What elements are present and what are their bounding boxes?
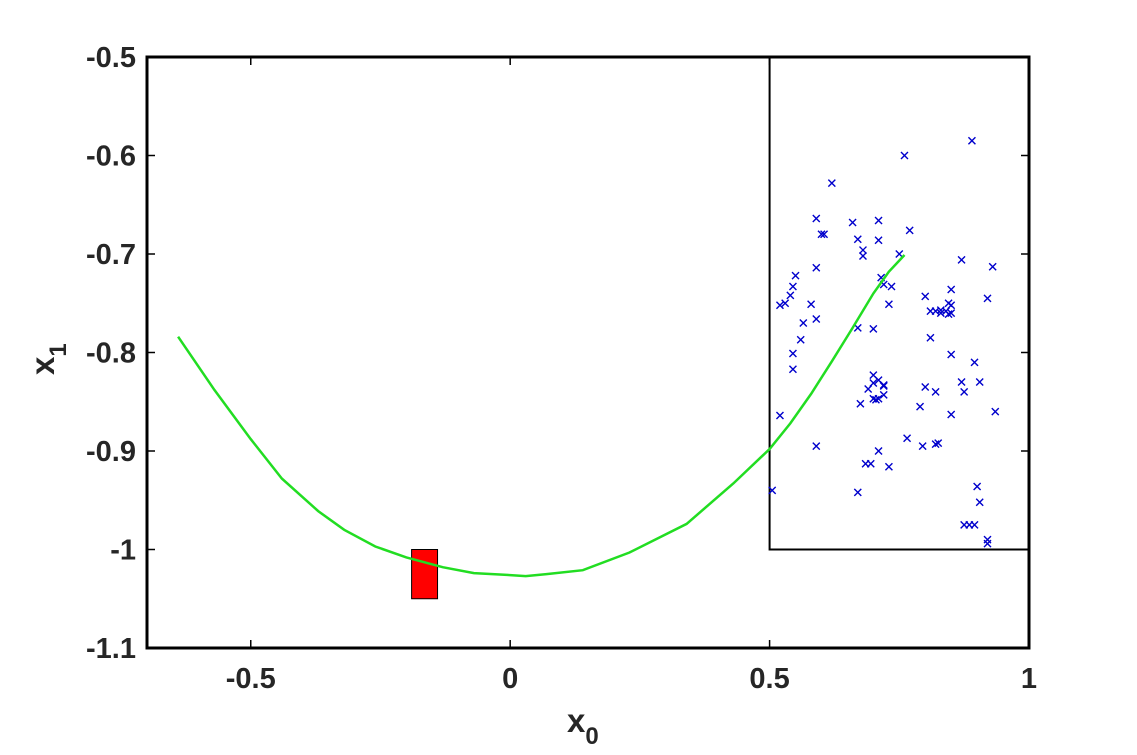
scatter-point [848,218,857,227]
scatter-point [861,459,870,468]
x-ticks: -0.5 0 0.5 1 [226,57,1037,695]
scatter-point [947,410,956,419]
scatter-point [975,378,984,387]
scatter-point [887,282,896,291]
target-box-layer [411,549,439,600]
y-tick-label: -0.9 [86,436,136,468]
scatter-point [799,318,808,327]
scatter-point [944,310,953,319]
scatter-point [936,309,945,318]
scatter-point [926,333,935,342]
x-axis-label-base: x [567,702,586,739]
scatter-point [781,299,790,308]
scatter-points [768,136,1000,548]
x-tick-label: 0 [502,663,518,695]
scatter-point [864,384,873,393]
x-tick-label: -0.5 [226,663,276,695]
scatter-point [858,251,867,260]
scatter-point [957,378,966,387]
scatter-point [967,136,976,145]
scatter-point [918,442,927,451]
scatter-point [947,285,956,294]
y-axis-label: x1 [24,343,72,375]
scatter-point [812,442,821,451]
trajectory-curve [177,254,906,578]
scatter-point [858,246,867,255]
y-tick-label: -0.6 [86,141,136,173]
scatter-point [788,365,797,374]
trajectory-curve-layer [177,254,906,578]
scatter-point [812,214,821,223]
target-box [411,549,439,600]
scatter-point [983,294,992,303]
scatter-point [796,335,805,344]
scatter-point [884,300,893,309]
scatter-point [791,271,800,280]
scatter-point [988,262,997,271]
scatter-point [965,520,974,529]
scatter-point [827,179,836,188]
y-tick-label: -1.1 [86,633,136,665]
scatter-point [947,301,956,310]
y-tick-label: -0.5 [86,42,136,74]
scatter-point [869,324,878,333]
y-tick-label: -0.8 [86,338,136,370]
scatter-point [970,358,979,367]
x-tick-label: 1 [1021,663,1037,695]
scatter-point [991,407,1000,416]
scatter-point [931,387,940,396]
scatter-point [934,439,943,448]
scatter-point [812,315,821,324]
scatter-point [983,539,992,548]
scatter-point [853,488,862,497]
scatter-point [900,151,909,160]
scatter-point [879,390,888,399]
scatter-point [775,411,784,420]
scatter-point [788,282,797,291]
y-tick-label: -0.7 [86,239,136,271]
scatter-point [879,381,888,390]
x-tick-label: 0.5 [749,663,789,695]
scatter-point [871,395,880,404]
scatter-point [853,235,862,244]
x-axis-label-subscript: 0 [585,723,598,750]
y-ticks: -1.1 -1 -0.9 -0.8 -0.7 -0.6 -0.5 [86,42,1029,665]
scatter-point [812,263,821,272]
scatter-point [973,482,982,491]
scatter-point [947,309,956,318]
y-tick-label: -1 [110,535,136,567]
scatter-point [921,292,930,301]
scatter-point [874,216,883,225]
scatter-point [916,402,925,411]
scatter-point [817,230,826,239]
scatter-point [874,447,883,455]
scatter-point [856,399,865,408]
scatter-point [768,486,777,495]
scatter-point [874,236,883,245]
scatter-point [874,394,883,403]
scatter-point [788,349,797,358]
scatter-point [960,387,969,396]
scatter-point [820,230,829,239]
scatter-point [903,434,912,443]
scatter-point [905,226,914,235]
scatter-point [931,440,940,449]
scatter-point [775,301,784,310]
scatter-point [975,498,984,507]
scatter-point [786,291,795,300]
x-axis-label: x0 [567,702,599,750]
scatter-point [947,350,956,359]
scatter-point [807,300,816,309]
y-axis-label-subscript: 1 [45,343,72,356]
scatter-point [921,382,930,391]
scatter-point [957,255,966,264]
scatter-point [884,462,893,471]
y-axis-label-base: x [24,356,61,375]
plot-background [147,57,1029,648]
